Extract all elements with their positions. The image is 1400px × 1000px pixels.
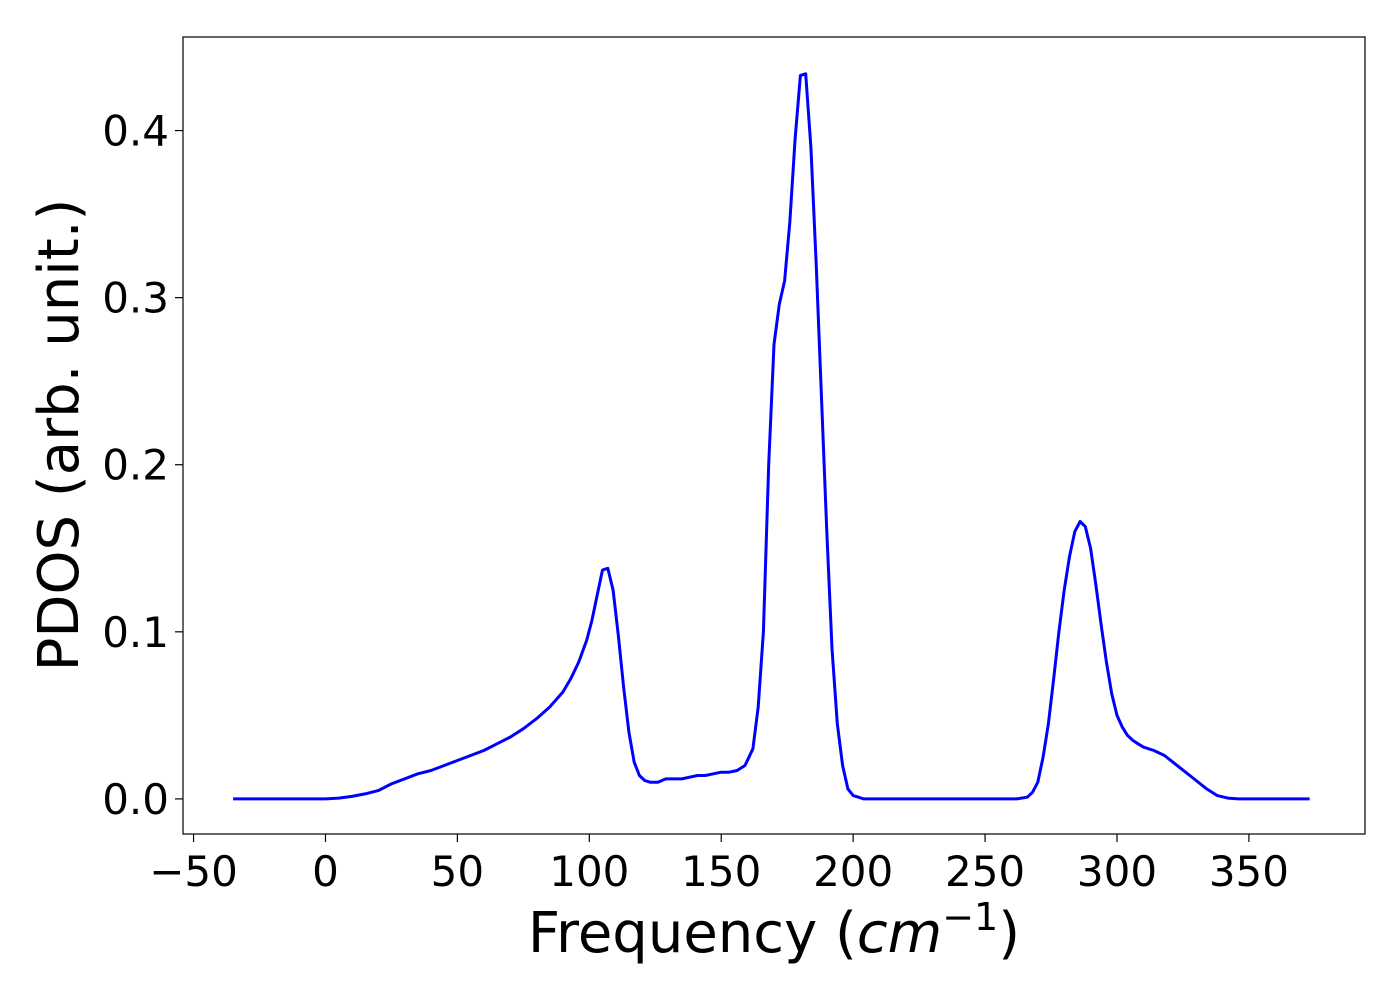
y-tick-label: 0.3 [102,274,169,323]
x-axis-ticks: −50 0 50 100 150 200 250 300 350 [149,834,1289,896]
y-tick-label: 0.1 [102,608,169,657]
pdos-line [233,72,1310,801]
y-axis-label: PDOS (arb. unit.) [27,199,92,672]
x-tick-label: 350 [1209,847,1289,896]
y-axis-ticks: 0.0 0.1 0.2 0.3 0.4 [102,107,183,824]
x-tick-label: 0 [312,847,339,896]
x-tick-label: −50 [149,847,238,896]
x-tick-label: 150 [681,847,761,896]
x-axis-label: Frequency (cm−1) [528,895,1020,966]
plot-area-frame [182,36,1366,835]
x-tick-label: 250 [945,847,1025,896]
y-tick-label: 0.4 [102,107,169,156]
y-tick-label: 0.2 [102,441,169,490]
y-tick-label: 0.0 [102,775,169,824]
x-tick-label: 100 [549,847,629,896]
x-tick-label: 200 [813,847,893,896]
x-tick-label: 50 [431,847,484,896]
x-tick-label: 300 [1077,847,1157,896]
